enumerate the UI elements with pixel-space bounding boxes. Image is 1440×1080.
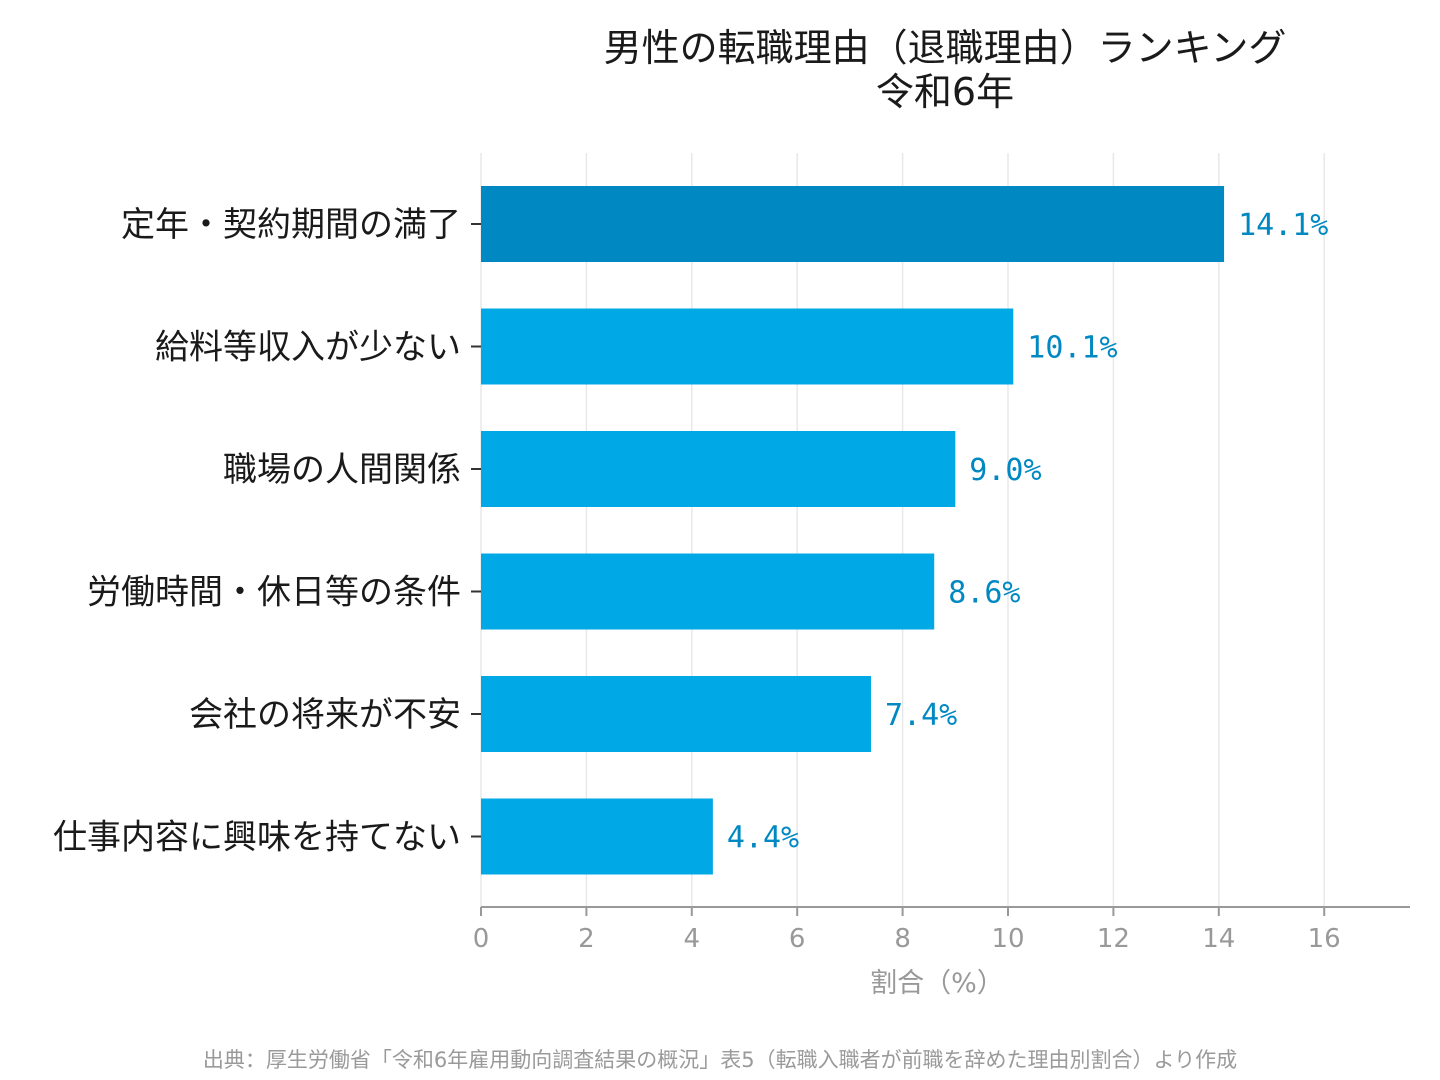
y-tick-label: 定年・契約期間の満了: [121, 205, 461, 245]
gridlines: [480, 153, 1325, 907]
bars: 14.1% 10.1% 9.0% 8.6% 7.4% 4.4%: [481, 186, 1328, 875]
x-tick-label: 14: [1202, 924, 1235, 954]
bar-value-label: 8.6%: [948, 576, 1020, 611]
bar-value-label: 9.0%: [969, 453, 1041, 488]
bar: [481, 431, 956, 507]
x-tick-label: 6: [789, 924, 806, 954]
chart-title: 男性の転職理由（退職理由）ランキング 令和6年: [480, 26, 1410, 114]
chart-title-main: 男性の転職理由（退職理由）ランキング: [603, 26, 1287, 70]
bar-value-label: 14.1%: [1238, 208, 1328, 243]
y-tick-label: 給料等収入が少ない: [155, 328, 461, 368]
bar: [481, 676, 871, 752]
bar: [481, 308, 1014, 385]
y-tick-label: 職場の人間関係: [223, 450, 461, 490]
axes: 定年・契約期間の満了給料等収入が少ない職場の人間関係労働時間・休日等の条件会社の…: [53, 205, 1410, 954]
bar-value-label: 10.1%: [1027, 331, 1117, 366]
source-note: 出典：厚生労働省「令和6年雇用動向調査結果の概況」表5（転職入職者が前職を辞めた…: [202, 1048, 1238, 1072]
x-tick-label: 8: [894, 924, 911, 954]
x-tick-label: 4: [684, 924, 701, 954]
y-tick-label: 労働時間・休日等の条件: [87, 573, 461, 613]
x-tick-label: 10: [991, 924, 1024, 954]
bar: [481, 186, 1225, 262]
y-tick-label: 会社の将来が不安: [189, 695, 461, 735]
x-tick-label: 16: [1308, 924, 1341, 954]
bar-value-label: 4.4%: [727, 821, 799, 856]
x-tick-label: 0: [473, 924, 490, 954]
y-tick-label: 仕事内容に興味を持てない: [53, 818, 461, 858]
x-tick-label: 2: [578, 924, 595, 954]
bar-value-label: 7.4%: [885, 698, 957, 733]
x-axis-label: 割合（%）: [870, 968, 1004, 999]
chart-title-sub: 令和6年: [875, 70, 1015, 114]
bar: [481, 798, 713, 875]
bar: [481, 553, 935, 630]
x-tick-label: 12: [1097, 924, 1130, 954]
